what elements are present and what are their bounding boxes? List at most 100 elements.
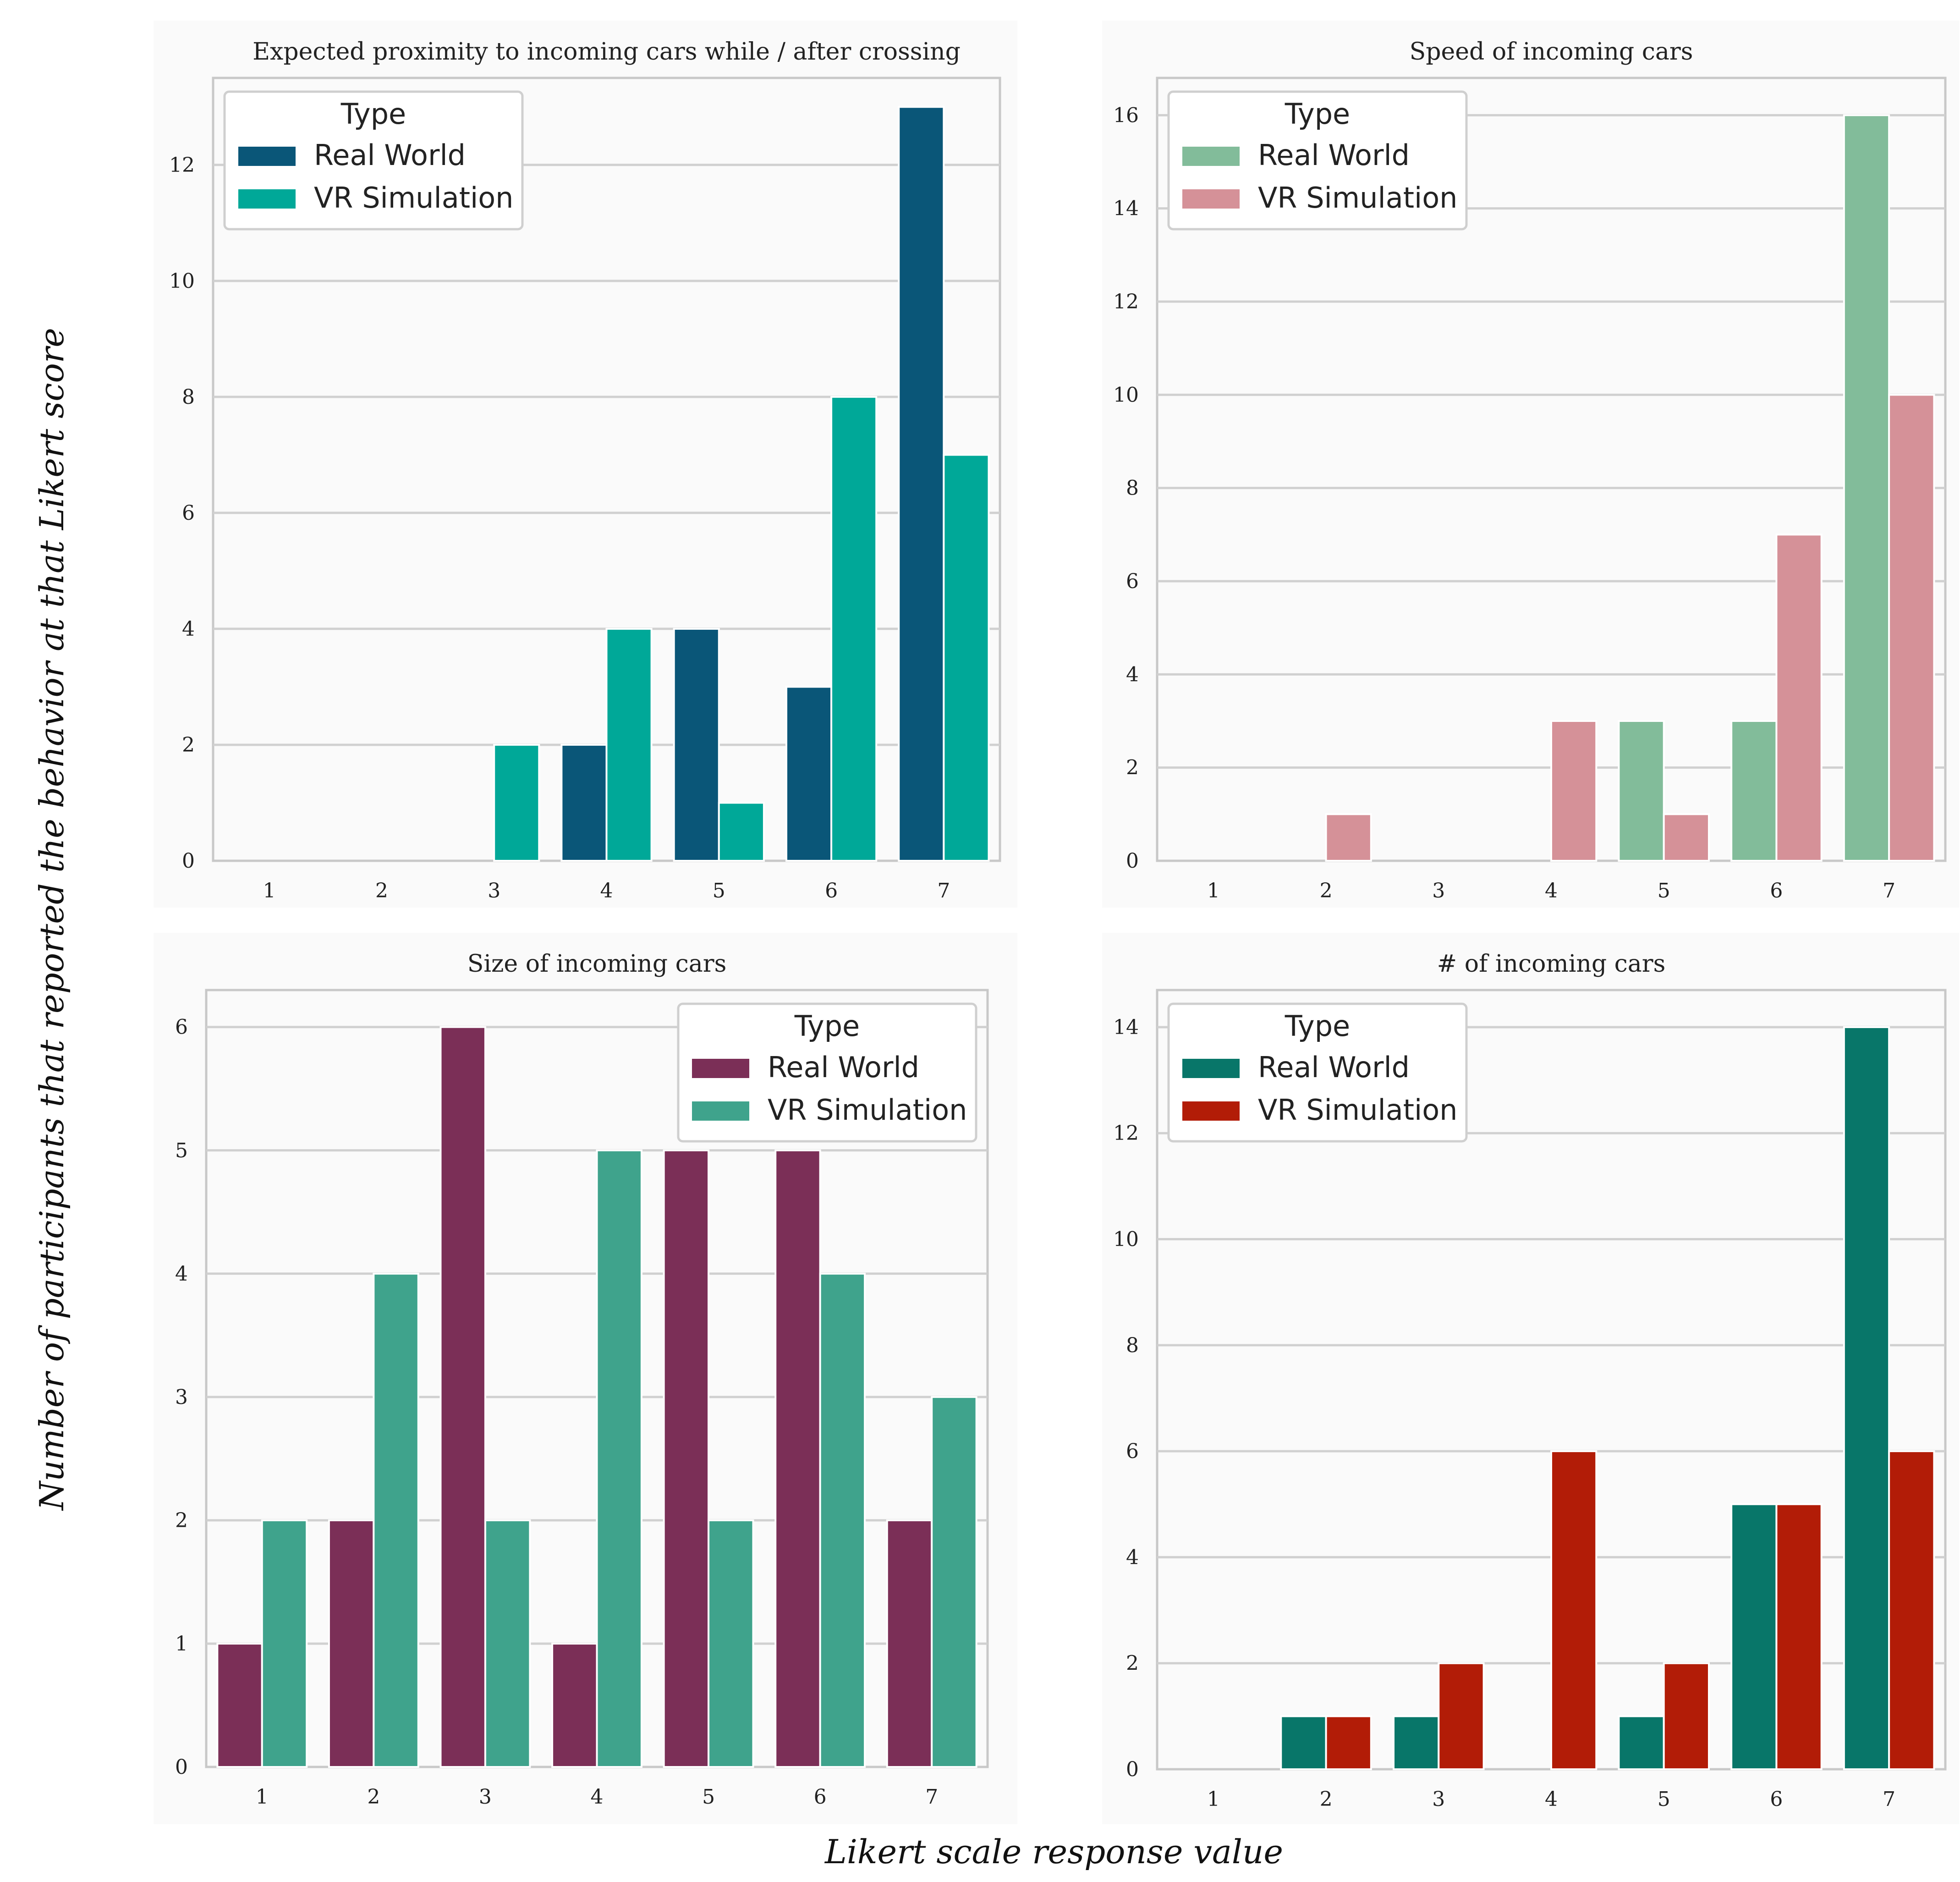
- bar-real-world-4: [560, 743, 608, 862]
- legend-swatch-real-world: [1182, 147, 1240, 166]
- x-tick-label: 4: [1545, 1788, 1558, 1811]
- bar-real-world-6: [785, 686, 833, 862]
- bar-vr-simulation-4: [1550, 1450, 1598, 1771]
- bar-real-world-7: [886, 1519, 933, 1768]
- legend-entry-label: VR Simulation: [1258, 1093, 1457, 1127]
- legend-box: [677, 1002, 977, 1143]
- y-tick-label: 8: [182, 385, 195, 409]
- y-tick-label: 0: [1126, 849, 1139, 873]
- x-tick-label: 7: [1883, 1788, 1895, 1811]
- legend: Type Real World VR Simulation: [223, 90, 524, 231]
- chart-panel-size: Size of incoming cars 0 1 2 3 4 5 6 1 2 3 4 5 6 7 Type R…: [154, 933, 1017, 1824]
- bar-vr-simulation-5: [1663, 1662, 1710, 1771]
- y-tick-label: 8: [1126, 1334, 1139, 1357]
- x-tick-label: 6: [1770, 879, 1783, 902]
- y-tick-label: 0: [1126, 1758, 1139, 1781]
- bar-vr-simulation-5: [708, 1519, 754, 1768]
- bar-vr-simulation-4: [1550, 720, 1598, 862]
- bar-real-world-2: [1280, 1715, 1327, 1771]
- legend-title: Type: [794, 1009, 860, 1043]
- x-tick-label: 2: [1320, 1788, 1333, 1811]
- bar-vr-simulation-4: [596, 1149, 642, 1768]
- legend-entry-label: Real World: [314, 138, 466, 172]
- x-tick-label: 1: [1207, 879, 1220, 902]
- bar-real-world-7: [1843, 114, 1890, 862]
- y-tick-label: 10: [1113, 1228, 1139, 1251]
- y-tick-label: 0: [175, 1755, 188, 1779]
- bar-real-world-6: [1730, 1503, 1778, 1771]
- y-tick-label: 10: [169, 270, 195, 293]
- x-tick-label: 6: [825, 879, 838, 902]
- y-tick-label: 12: [169, 154, 195, 177]
- legend-entry-label: Real World: [1258, 1051, 1410, 1084]
- x-tick-label: 2: [375, 879, 388, 902]
- x-tick-label: 1: [256, 1785, 269, 1809]
- y-tick-label: 8: [1126, 477, 1139, 500]
- x-tick-label: 1: [263, 879, 276, 902]
- y-tick-label: 2: [1126, 756, 1139, 780]
- legend-entry-label: Real World: [1258, 138, 1410, 172]
- legend-swatch-vr-simulation: [692, 1101, 749, 1121]
- bar-real-world-7: [1843, 1026, 1890, 1770]
- shared-y-axis-label: Number of participants that reported the…: [33, 328, 71, 1511]
- legend-entry-label: VR Simulation: [768, 1093, 967, 1127]
- y-tick-label: 4: [1126, 663, 1139, 686]
- x-tick-label: 5: [713, 879, 725, 902]
- y-tick-label: 4: [1126, 1546, 1139, 1569]
- legend-box: [223, 90, 524, 231]
- x-tick-label: 4: [591, 1785, 604, 1809]
- bar-real-world-5: [663, 1149, 710, 1768]
- bar-vr-simulation-6: [1775, 1503, 1823, 1771]
- bar-real-world-4: [551, 1642, 598, 1768]
- y-tick-label: 0: [182, 849, 195, 873]
- bar-real-world-3: [439, 1026, 486, 1768]
- bar-real-world-6: [774, 1149, 821, 1768]
- x-tick-label: 1: [1207, 1788, 1220, 1811]
- legend-swatch-real-world: [692, 1059, 749, 1078]
- bar-real-world-3: [1393, 1715, 1440, 1771]
- y-tick-label: 12: [1113, 290, 1139, 314]
- chart-title: Speed of incoming cars: [1410, 38, 1693, 66]
- chart-title: Size of incoming cars: [467, 950, 727, 978]
- y-tick-label: 14: [1113, 1016, 1139, 1039]
- bar-real-world-6: [1730, 720, 1778, 862]
- x-tick-label: 7: [937, 879, 950, 902]
- bar-vr-simulation-6: [830, 396, 878, 862]
- x-tick-label: 5: [1658, 879, 1670, 902]
- bar-vr-simulation-5: [1663, 813, 1710, 862]
- y-tick-label: 5: [175, 1139, 188, 1162]
- bar-vr-simulation-7: [931, 1396, 977, 1768]
- x-tick-label: 5: [1658, 1788, 1670, 1811]
- legend-swatch-vr-simulation: [1182, 189, 1240, 209]
- x-tick-label: 7: [925, 1785, 938, 1809]
- chart-title: # of incoming cars: [1437, 950, 1666, 978]
- x-tick-label: 4: [1545, 879, 1558, 902]
- y-tick-label: 2: [182, 733, 195, 757]
- x-tick-label: 3: [1432, 879, 1445, 902]
- legend-swatch-real-world: [238, 147, 296, 166]
- bar-vr-simulation-2: [1325, 1715, 1372, 1771]
- y-tick-label: 4: [182, 617, 195, 641]
- bar-vr-simulation-2: [1325, 813, 1372, 862]
- bar-vr-simulation-7: [1888, 1450, 1935, 1771]
- bar-real-world-7: [898, 106, 945, 862]
- x-tick-label: 5: [702, 1785, 715, 1809]
- bar-real-world-5: [1618, 1715, 1665, 1771]
- legend-swatch-vr-simulation: [1182, 1101, 1240, 1121]
- bar-vr-simulation-3: [1438, 1662, 1485, 1771]
- bar-vr-simulation-3: [493, 743, 540, 862]
- legend-title: Type: [1285, 97, 1350, 131]
- legend-entry-label: VR Simulation: [1258, 181, 1457, 215]
- legend-swatch-vr-simulation: [238, 189, 296, 209]
- y-tick-label: 10: [1113, 383, 1139, 407]
- bar-vr-simulation-6: [1775, 534, 1823, 862]
- bar-vr-simulation-1: [261, 1519, 308, 1768]
- bar-vr-simulation-6: [819, 1272, 866, 1768]
- bar-real-world-1: [216, 1642, 263, 1768]
- x-tick-label: 6: [814, 1785, 827, 1809]
- bar-vr-simulation-2: [373, 1272, 419, 1768]
- y-tick-label: 2: [175, 1509, 188, 1532]
